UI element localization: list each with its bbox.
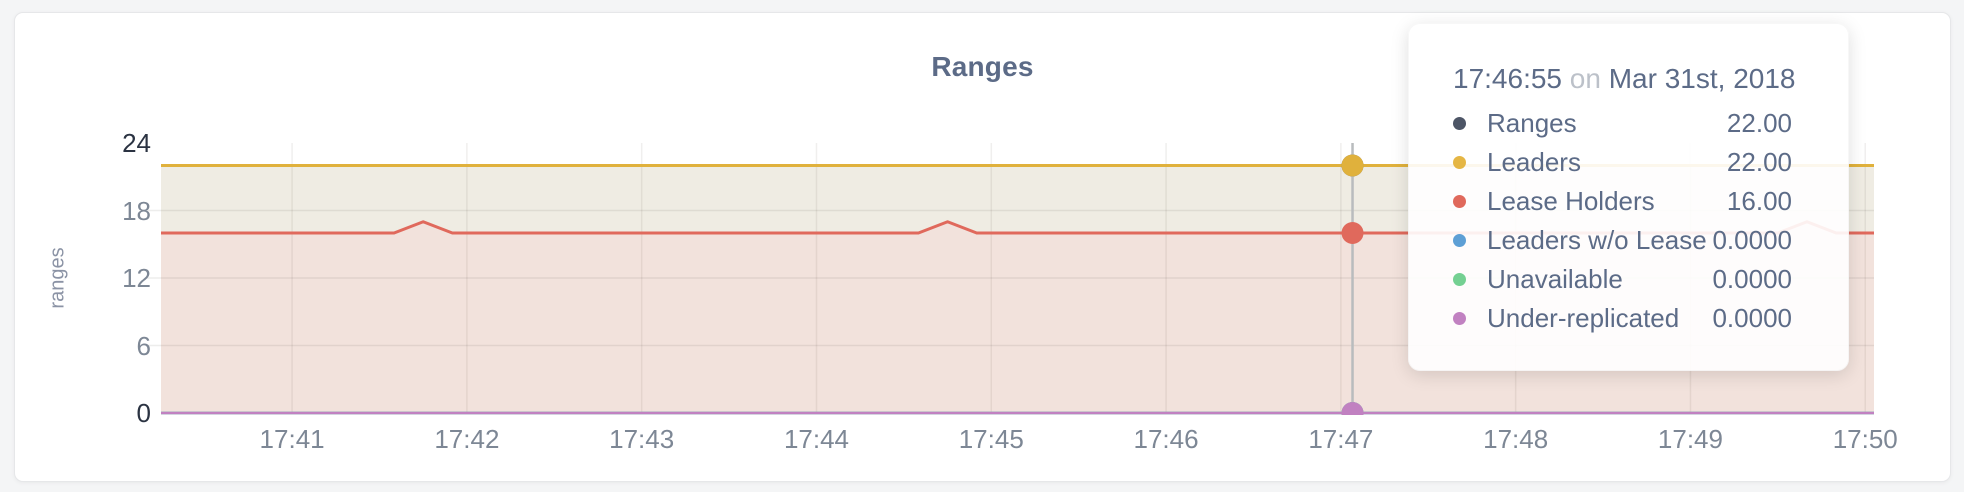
x-tick-label-1748: 17:48 [1483,424,1549,454]
series-value: 16.00 [1726,186,1792,216]
series-color-dot [1453,234,1466,247]
series-color-dot [1453,195,1466,208]
tooltip-row-leaders-w-o-lease: Leaders w/o Lease 0.0000 [1453,221,1792,260]
x-tick-label-1750: 17:50 [1832,424,1898,454]
tooltip-conjunction: on [1569,63,1601,94]
tooltip-date: Mar 31st, 2018 [1608,63,1796,94]
series-color-dot [1453,156,1466,169]
x-tick-label-1745: 17:45 [958,424,1024,454]
series-color-dot [1453,312,1466,325]
x-tick-label-1747: 17:47 [1308,424,1374,454]
series-label: Under-replicated [1487,303,1680,333]
tooltip-row-unavailable: Unavailable 0.0000 [1453,260,1792,299]
tooltip-row-ranges: Ranges 22.00 [1453,104,1792,143]
hover-points [1341,154,1364,415]
x-tick-label-1741: 17:41 [259,424,325,454]
x-tick-label-1743: 17:43 [609,424,675,454]
tooltip-row-leaders: Leaders 22.00 [1453,143,1792,182]
series-label: Lease Holders [1487,186,1655,216]
x-tick-label-1746: 17:46 [1133,424,1199,454]
y-tick-label-12: 12 [122,263,151,293]
tooltip-row-lease-holders: Lease Holders 16.00 [1453,182,1792,221]
y-tick-label-6: 6 [136,330,151,361]
series-label: Leaders [1487,147,1581,177]
series-value: 22.00 [1726,147,1792,177]
y-tick-label-0: 0 [136,398,151,428]
chart-card: Ranges ranges 0 6 12 18 24 17:41 17:42 17:43 17… [14,12,1951,482]
y-tick-label-24: 24 [122,128,151,158]
hover-tooltip: 17:46:55 on Mar 31st, 2018 Ranges 22.00 Le… [1408,23,1849,371]
x-tick-label-1749: 17:49 [1657,424,1723,454]
series-value: 0.0000 [1712,225,1792,255]
series-label: Leaders w/o Lease [1487,225,1707,255]
hover-point-under-replicated [1341,402,1364,415]
x-tick-label-1742: 17:42 [434,424,500,454]
series-value: 22.00 [1726,108,1792,138]
hover-point-lease-holders [1341,222,1364,244]
chart-title: Ranges [931,51,1034,82]
series-color-dot [1453,273,1466,286]
tooltip-time: 17:46:55 [1453,63,1562,94]
series-label: Ranges [1487,108,1577,138]
tooltip-row-under-replicated: Under-replicated 0.0000 [1453,299,1792,338]
tooltip-legend-rows: Ranges 22.00 Leaders 22.00 Lease Holders 16.0… [1453,104,1792,338]
hover-point-leaders [1341,154,1364,177]
series-value: 0.0000 [1712,264,1792,294]
series-color-dot [1453,117,1466,130]
y-tick-label-18: 18 [122,195,151,226]
tooltip-timestamp: 17:46:55 on Mar 31st, 2018 [1453,60,1796,98]
series-label: Unavailable [1487,264,1623,294]
series-value: 0.0000 [1712,303,1792,333]
x-tick-label-1744: 17:44 [783,424,850,454]
